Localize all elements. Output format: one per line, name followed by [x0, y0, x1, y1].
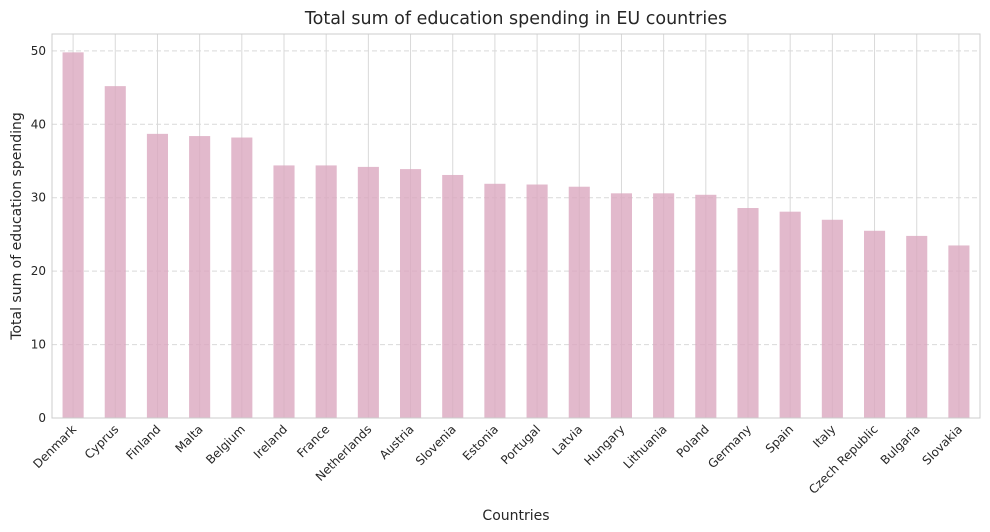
bar-germany	[737, 208, 759, 418]
bar-finland	[146, 133, 168, 419]
bar-ireland	[273, 165, 295, 418]
bar-slovakia	[948, 245, 970, 418]
x-tick-label: Cyprus	[82, 422, 122, 462]
y-tick-labels: 0 10 20 30 40 50	[31, 44, 46, 425]
x-tick-label: Portugal	[498, 422, 543, 467]
x-tick-label: Italy	[810, 422, 838, 450]
y-tick-label: 40	[31, 117, 46, 131]
bar-denmark	[62, 52, 84, 418]
x-tick-label: France	[294, 422, 332, 460]
x-tick-label: Austria	[377, 422, 417, 462]
x-tick-label: Slovakia	[919, 422, 965, 468]
bar-czech-republic	[864, 230, 886, 418]
x-tick-label: Spain	[763, 422, 797, 456]
x-tick-label: Latvia	[550, 422, 586, 458]
x-tick-label: Slovenia	[413, 422, 459, 468]
bar-belgium	[231, 137, 253, 418]
bar-austria	[400, 169, 422, 418]
chart-title: Total sum of education spending in EU co…	[304, 9, 727, 29]
y-tick-label: 20	[31, 264, 46, 278]
x-axis-label: Countries	[482, 508, 549, 524]
bar-netherlands	[357, 166, 379, 418]
bars	[62, 52, 970, 419]
bar-latvia	[568, 186, 590, 418]
x-tick-label: Estonia	[460, 422, 501, 463]
bar-poland	[695, 194, 717, 418]
bar-france	[315, 165, 337, 418]
x-tick-label: Lithuania	[621, 422, 670, 471]
bar-hungary	[610, 193, 632, 418]
x-tick-label: Denmark	[30, 422, 79, 471]
x-tick-label: Germany	[705, 422, 754, 471]
y-tick-label: 50	[31, 44, 46, 58]
y-tick-label: 0	[38, 411, 46, 425]
bar-bulgaria	[906, 235, 928, 418]
x-tick-label: Ireland	[251, 422, 290, 461]
bar-malta	[189, 136, 211, 418]
y-tick-label: 30	[31, 191, 46, 205]
bar-lithuania	[653, 193, 675, 418]
bar-estonia	[484, 183, 506, 418]
bar-cyprus	[104, 86, 126, 419]
bar-italy	[821, 219, 843, 418]
y-tick-label: 10	[31, 338, 46, 352]
x-tick-label: Bulgaria	[878, 422, 923, 467]
plot-frame	[51, 33, 981, 419]
bar-slovenia	[442, 174, 464, 418]
x-tick-label: Finland	[123, 422, 163, 462]
x-tick-label: Malta	[172, 422, 205, 455]
y-axis-label: Total sum of education spending	[9, 112, 25, 340]
bar-spain	[779, 211, 801, 418]
x-tick-label: Poland	[674, 422, 712, 460]
x-tick-label: Belgium	[203, 422, 248, 467]
bar-portugal	[526, 184, 548, 418]
